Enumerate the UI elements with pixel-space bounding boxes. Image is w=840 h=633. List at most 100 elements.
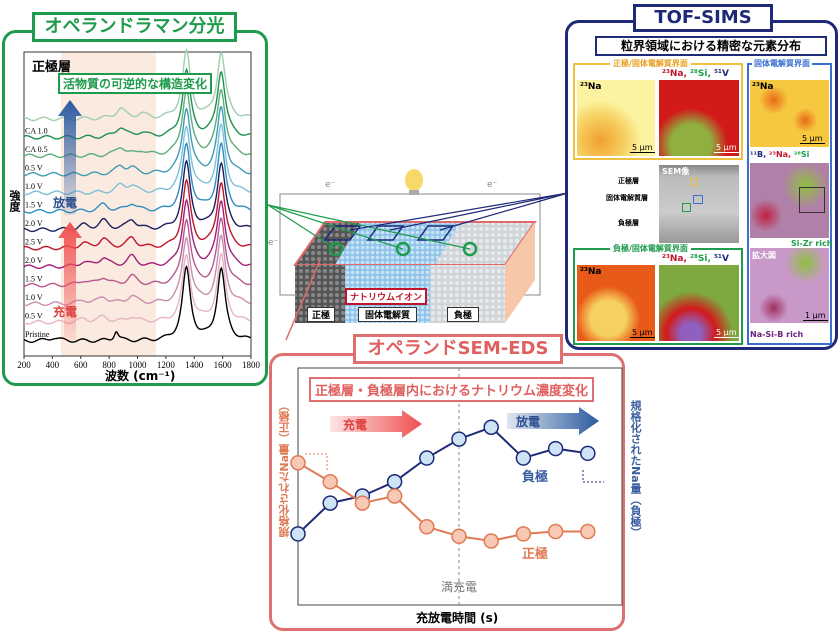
electrolyte-interface-label: 固体電解質界面 — [752, 58, 812, 69]
discharge-arrow — [58, 100, 82, 215]
scale-bar: 5 µm — [630, 328, 655, 338]
raman-subtitle: 活物質の可逆的な構造変化 — [58, 73, 213, 94]
zoom-region-box — [799, 187, 825, 213]
sem-anode-box — [682, 203, 691, 212]
x-tick-label: 1400 — [185, 360, 204, 370]
spectrum-line — [23, 48, 251, 122]
spectrum-label: CA 1.0 — [25, 127, 48, 136]
data-point — [290, 455, 306, 471]
left-axis-pointer — [303, 453, 328, 470]
anode-series-label: 負極 — [522, 470, 549, 485]
charge-arrow — [58, 222, 82, 340]
discharge-label: 放電 — [53, 196, 78, 210]
sem-electrolyte-box — [693, 195, 703, 204]
x-tick-label: 200 — [17, 360, 31, 370]
electrolyte-na-map — [750, 80, 829, 147]
anode-multi-label: ²³Na, ²⁸Si, ⁵¹V — [662, 254, 729, 264]
scale-bar: 5 µm — [714, 143, 739, 153]
scale-bar: 5 µm — [714, 328, 739, 338]
full-charge-label: 満充電 — [441, 580, 478, 594]
spectrum-line — [23, 67, 251, 140]
na-si-b-rich-label: Na-Si-B rich — [750, 330, 804, 339]
electron-label-side: e⁻ — [268, 238, 279, 248]
sodium-ion-label: ナトリウムイオン — [345, 288, 428, 305]
sem-x-label: 充放電時間 (s) — [416, 611, 499, 625]
cathode-multi-label: ²³Na, ²⁸Si, ⁵¹V — [662, 69, 729, 79]
b-multi-map — [750, 163, 829, 238]
spectrum-line — [23, 105, 251, 177]
data-point — [515, 526, 532, 542]
spectrum-label: 2.5 V — [25, 238, 43, 247]
spectrum-line — [23, 217, 251, 288]
anode-multi-map — [659, 265, 739, 341]
spectrum-line — [23, 234, 251, 307]
na-map-label: ²³Na — [580, 267, 602, 277]
zoomed-map — [750, 248, 829, 323]
cathode-multi-map — [659, 80, 739, 156]
plot-frame — [297, 367, 623, 606]
sem-charge-arrow — [330, 410, 422, 442]
data-point — [322, 495, 338, 511]
raman-chart: 200 400 600 800 1000 1200 1400 1600 1800 Pristine… — [17, 48, 261, 370]
scale-bar: 1 µm — [803, 311, 828, 321]
spectrum-label: 1.5 V — [25, 201, 43, 210]
data-point — [483, 533, 499, 549]
left-axis-label: 規格化されたNa量（正極） — [278, 400, 291, 538]
right-axis-pointer — [582, 470, 604, 483]
spectrum-label: 1.0 V — [25, 293, 43, 302]
data-point — [419, 450, 435, 466]
lightbulb-icon — [405, 169, 423, 191]
electron-label-right: e⁻ — [487, 180, 498, 190]
tof-sims-title: TOF-SIMS — [633, 4, 773, 32]
spectrum-label: 1.5 V — [25, 275, 43, 284]
spectrum-label: CA 0.5 — [25, 145, 48, 154]
si-zr-rich-label: Si-Zr rich — [791, 239, 833, 248]
spectrum-label: 1.0 V — [25, 182, 43, 191]
x-tick-label: 1200 — [157, 360, 176, 370]
anode-na-map — [577, 265, 655, 341]
sem-discharge-label: 放電 — [516, 415, 541, 429]
series-line — [297, 426, 588, 535]
spectrum-line — [23, 87, 251, 159]
spectrum-label: 0.5 V — [25, 164, 43, 173]
data-point — [386, 488, 403, 504]
cathode-interface-label: 正極/固体電解質界面 — [610, 58, 691, 69]
electrolyte-label: 固体電解質 — [358, 307, 418, 322]
spectrum-line — [23, 123, 251, 196]
data-point — [386, 474, 403, 490]
data-point — [580, 523, 596, 540]
data-point — [547, 523, 564, 540]
x-tick-label: 1600 — [214, 360, 233, 370]
scale-bar: 5 µm — [630, 143, 655, 153]
x-tick-label: 400 — [46, 360, 60, 370]
cathode-label: 正極 — [307, 307, 336, 322]
x-tick-label: 1800 — [242, 360, 261, 370]
data-point — [451, 431, 467, 447]
anode-label: 負極 — [447, 307, 480, 322]
data-point — [547, 440, 564, 457]
raman-layer-label: 正極層 — [32, 60, 72, 75]
sem-eds-title: オペランドSEM-EDS — [353, 334, 563, 364]
sem-eds-subtitle: 正極層・負極層内におけるナトリウム濃度変化 — [309, 377, 595, 402]
spectrum-line — [23, 252, 251, 325]
data-point — [354, 495, 371, 511]
spectrum-label: 0.5 V — [25, 312, 43, 321]
zoom-label: 拡大図 — [752, 251, 776, 260]
data-point — [451, 528, 467, 545]
x-tick-label: 600 — [74, 360, 88, 370]
spectrum-label: Pristine — [25, 330, 50, 339]
na-map-label: ²³Na — [752, 82, 774, 92]
cathode-series-label: 正極 — [522, 547, 549, 562]
sem-discharge-arrow — [507, 407, 599, 439]
scale-bar: 5 µm — [800, 134, 825, 144]
sem-layer-electrolyte: 固体電解質層 — [606, 194, 648, 202]
shaded-region — [60, 52, 156, 356]
raman-x-label: 波数 (cm⁻¹) — [105, 369, 176, 383]
data-point — [290, 526, 306, 542]
data-point — [322, 474, 338, 490]
raman-y-label: 強度 — [8, 190, 21, 212]
data-point — [580, 445, 596, 462]
na-map-label: ²³Na — [580, 82, 602, 92]
spectrum-line — [23, 198, 251, 269]
sem-layer-cathode: 正極層 — [618, 177, 639, 185]
